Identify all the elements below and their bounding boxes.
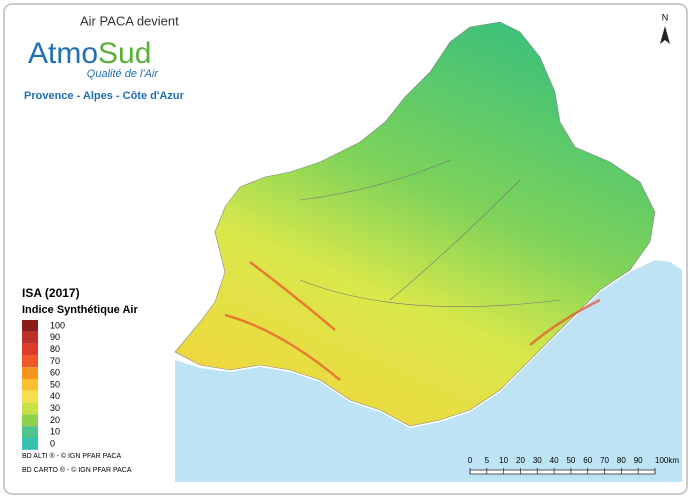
- department-borders: [299, 159, 561, 307]
- scale-label: 100km: [655, 456, 679, 465]
- legend-title: ISA (2017): [22, 286, 80, 300]
- legend-label: 0: [50, 438, 55, 448]
- legend-label: 50: [50, 379, 60, 389]
- legend-swatch: [22, 402, 38, 415]
- region-name: Provence - Alpes - Côte d'Azur: [24, 90, 185, 102]
- legend-label: 90: [50, 332, 60, 342]
- sea: [175, 260, 682, 482]
- scale-label: 70: [600, 456, 609, 465]
- scale-label: 5: [485, 456, 490, 465]
- credit: BD ALTI ® - © IGN PFAR PACA: [22, 452, 121, 460]
- scale-label: 80: [617, 456, 626, 465]
- brand-part1: Atmo: [28, 37, 98, 70]
- scale-label: 30: [533, 456, 542, 465]
- scale-bar-rule: [469, 469, 656, 475]
- legend-swatch: [22, 343, 38, 356]
- scale-bar: 0 5 10 20 30 40 50 60 70 80 90 100km: [468, 456, 679, 475]
- legend-label: 20: [50, 415, 60, 425]
- legend-label: 70: [50, 356, 60, 366]
- legend-swatch: [22, 414, 38, 427]
- scale-label: 40: [550, 456, 559, 465]
- legend-label: 40: [50, 391, 60, 401]
- legend-label: 100: [50, 320, 65, 330]
- legend-label: 30: [50, 403, 60, 413]
- scale-label: 90: [634, 456, 643, 465]
- north-label: N: [662, 12, 669, 22]
- brand: AtmoSud: [28, 37, 151, 70]
- legend-swatch: [22, 320, 38, 332]
- tagline: Qualité de l'Air: [87, 68, 160, 80]
- region-map: [174, 21, 656, 427]
- legend-swatch: [22, 331, 38, 344]
- pollution-corridors: [224, 261, 601, 381]
- legend-swatch: [22, 367, 38, 379]
- pre-title: Air PACA devient: [80, 13, 179, 28]
- north-arrow: [660, 26, 670, 44]
- scale-label: 0: [468, 456, 473, 465]
- scale-label: 60: [583, 456, 592, 465]
- legend-swatch: [22, 438, 38, 450]
- legend-subtitle: Indice Synthétique Air: [22, 304, 138, 316]
- legend-label: 80: [50, 344, 60, 354]
- legend-swatch: [22, 379, 38, 391]
- scale-label: 20: [516, 456, 525, 465]
- legend-label: 60: [50, 368, 60, 378]
- brand-part2: Sud: [98, 37, 151, 70]
- legend-swatch: [22, 355, 38, 368]
- scale-label: 50: [566, 456, 575, 465]
- scale-label: 10: [499, 456, 508, 465]
- credit: BD CARTO ® - © IGN PFAR PACA: [22, 466, 132, 474]
- legend-swatch: [22, 426, 38, 438]
- legend-label: 10: [50, 427, 60, 437]
- legend-swatch: [22, 390, 38, 403]
